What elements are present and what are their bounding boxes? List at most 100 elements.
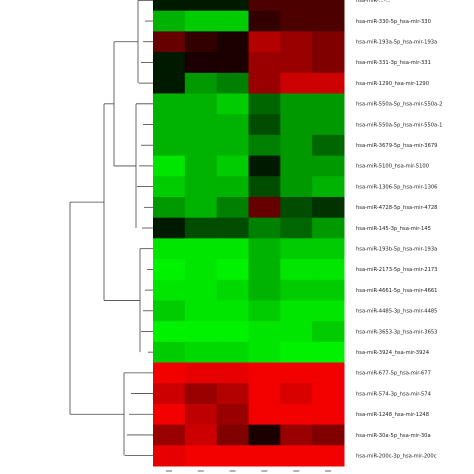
heatmap-cell bbox=[184, 403, 218, 426]
heatmap-cell bbox=[248, 259, 281, 281]
row-label: hsa-miR-30a-5p_hsa-mir-30a bbox=[356, 433, 431, 439]
heatmap-cell bbox=[248, 217, 281, 239]
heatmap-cell bbox=[184, 114, 218, 136]
heatmap-cell bbox=[280, 52, 313, 74]
heatmap-cell bbox=[184, 134, 218, 157]
row-label: hsa-miR-4485-3p_hsa-mir-4485 bbox=[356, 309, 437, 315]
heatmap-cell bbox=[248, 72, 281, 94]
heatmap-cell bbox=[312, 10, 345, 32]
row-dendrogram bbox=[69, 0, 153, 457]
heatmap-cell bbox=[216, 93, 249, 115]
heatmap-cell bbox=[216, 445, 249, 467]
heatmap-cell bbox=[216, 341, 249, 364]
heatmap-cell bbox=[216, 321, 249, 343]
heatmap-cell bbox=[248, 321, 281, 343]
heatmap-cell bbox=[248, 341, 281, 364]
heatmap-cell bbox=[184, 176, 218, 198]
row-label: hsa-miR-3653-3p_hsa-mir-3653 bbox=[356, 329, 437, 335]
heatmap-cell bbox=[153, 52, 186, 74]
row-label: hsa-miR-3679-5p_hsa-mir-3679 bbox=[356, 143, 437, 149]
heatmap-cell bbox=[153, 362, 186, 384]
heatmap-cell bbox=[312, 114, 345, 136]
heatmap-cell bbox=[248, 52, 281, 74]
heatmap-cell bbox=[184, 0, 218, 12]
row-label: hsa-miR-574-3p_hsa-mir-574 bbox=[356, 391, 432, 397]
row-label: hsa-miR-1290_hsa-mir-1290 bbox=[356, 81, 429, 87]
heatmap-cell bbox=[216, 279, 249, 301]
heatmap-cell bbox=[153, 403, 186, 426]
heatmap-cell bbox=[312, 362, 345, 384]
heatmap-cell bbox=[312, 341, 345, 364]
heatmap-cell bbox=[216, 362, 249, 384]
row-label: hsa-miR-4728-5p_hsa-mir-4728 bbox=[356, 205, 437, 211]
heatmap-cell bbox=[153, 238, 186, 260]
heatmap-cell bbox=[248, 424, 281, 446]
heatmap-cell bbox=[184, 10, 218, 32]
heatmap-cell bbox=[216, 300, 249, 322]
heatmap-cell bbox=[248, 362, 281, 384]
heatmap-cell bbox=[280, 259, 313, 281]
heatmap-cell bbox=[184, 341, 218, 364]
heatmap-cell bbox=[153, 259, 186, 281]
heatmap-cell bbox=[184, 445, 218, 467]
heatmap-cell bbox=[216, 196, 249, 219]
heatmap-cell bbox=[248, 383, 281, 405]
row-label: hsa-miR-...-... bbox=[356, 0, 391, 4]
heatmap-cell bbox=[184, 362, 218, 384]
heatmap-cell bbox=[248, 155, 281, 177]
heatmap-cell bbox=[153, 176, 186, 198]
heatmap-cell bbox=[153, 300, 186, 322]
heatmap-cell bbox=[280, 10, 313, 32]
row-label: hsa-miR-200c-3p_hsa-mir-200c bbox=[356, 453, 437, 459]
heatmap-cell bbox=[153, 114, 186, 136]
heatmap-cell bbox=[153, 31, 186, 53]
heatmap-cell bbox=[248, 93, 281, 115]
row-label: hsa-miR-145-3p_hsa-mir-145 bbox=[356, 226, 431, 232]
heatmap-cell bbox=[312, 31, 345, 53]
heatmap-cell bbox=[248, 300, 281, 322]
heatmap-cell bbox=[216, 114, 249, 136]
heatmap-cell bbox=[280, 238, 313, 260]
row-label: hsa-miR-331-3p_hsa-mir-331 bbox=[356, 60, 431, 66]
heatmap-cell bbox=[216, 134, 249, 157]
heatmap-cell bbox=[184, 238, 218, 260]
heatmap-cell bbox=[184, 259, 218, 281]
row-label: hsa-miR-330-5p_hsa-mir-330 bbox=[356, 19, 431, 25]
heatmap-cell bbox=[248, 0, 281, 12]
heatmap-cell bbox=[153, 134, 186, 157]
heatmap-cell bbox=[216, 52, 249, 74]
heatmap-cell bbox=[153, 10, 186, 32]
heatmap-cell bbox=[248, 445, 281, 467]
heatmap-cell bbox=[312, 72, 345, 94]
heatmap-cell bbox=[312, 134, 345, 157]
row-label: hsa-miR-5100_hsa-mir-5100 bbox=[356, 164, 429, 170]
heatmap-cell bbox=[312, 155, 345, 177]
heatmap-cell bbox=[216, 238, 249, 260]
heatmap-cell bbox=[280, 114, 313, 136]
heatmap-cell bbox=[248, 134, 281, 157]
heatmap-cell bbox=[153, 93, 186, 115]
heatmap-cell bbox=[153, 196, 186, 219]
heatmap-cell bbox=[184, 300, 218, 322]
heatmap-cell bbox=[216, 31, 249, 53]
heatmap-cell bbox=[312, 52, 345, 74]
heatmap-cell bbox=[184, 321, 218, 343]
row-label: hsa-miR-193b-5p_hsa-mir-193a bbox=[356, 247, 437, 253]
heatmap-cell bbox=[280, 403, 313, 426]
heatmap-cell bbox=[216, 176, 249, 198]
heatmap-cell bbox=[312, 279, 345, 301]
heatmap-cell bbox=[153, 279, 186, 301]
heatmap-cell bbox=[184, 31, 218, 53]
row-label: hsa-miR-4661-5p_hsa-mir-4661 bbox=[356, 288, 437, 294]
heatmap-cell bbox=[280, 341, 313, 364]
heatmap-cell bbox=[248, 176, 281, 198]
heatmap-cell bbox=[184, 155, 218, 177]
heatmap-cell bbox=[248, 238, 281, 260]
heatmap-cell bbox=[248, 10, 281, 32]
heatmap-cell bbox=[216, 259, 249, 281]
heatmap-cell bbox=[280, 300, 313, 322]
heatmap-cells bbox=[153, 0, 345, 467]
heatmap-cell bbox=[248, 114, 281, 136]
heatmap-cell bbox=[280, 362, 313, 384]
